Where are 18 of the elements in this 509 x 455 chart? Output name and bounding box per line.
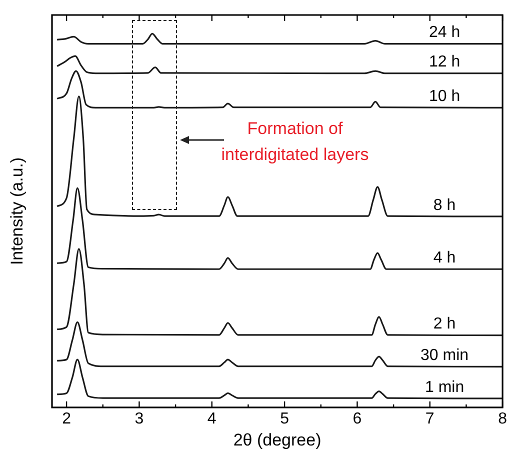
x-tick-label: 7 [425,410,434,428]
x-axis-title: 2θ (degree) [233,430,322,450]
annotation: Formation of interdigitated layers [220,118,370,166]
series-label: 30 min [420,347,469,364]
series-label: 8 h [433,196,456,214]
series-label: 2 h [433,316,456,333]
x-tick-label: 6 [352,410,362,428]
x-tick-label: 3 [134,410,144,428]
series-label: 24 h [428,24,460,42]
x-tick-label: 5 [280,410,290,428]
series-label: 12 h [428,54,460,71]
x-tick-label: 4 [207,410,216,428]
series-label: 4 h [433,250,456,267]
x-tick-label: 8 [498,410,508,428]
y-axis-title: Intensity (a.u.) [8,157,27,266]
x-tick-label: 2 [62,410,72,428]
series-label: 1 min [424,378,464,396]
series-label: 10 h [428,88,460,106]
